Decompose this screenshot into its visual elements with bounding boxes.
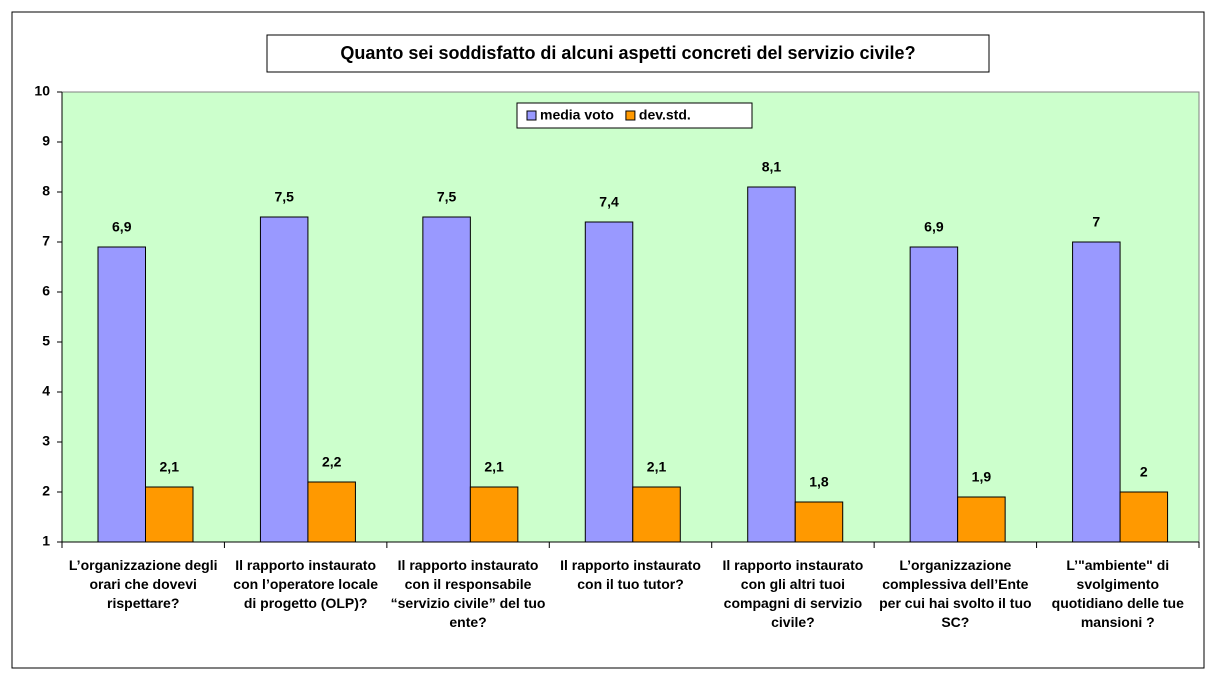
bar [632, 486, 681, 543]
x-tick-label: L’organizzazione complessiva dell’Ente p… [879, 557, 1032, 630]
legend-swatch [625, 110, 636, 121]
value-label: 6,9 [112, 219, 132, 235]
value-label: 6,9 [924, 219, 944, 235]
y-tick-label: 2 [42, 483, 50, 499]
bar [957, 496, 1006, 543]
value-label: 7,5 [437, 189, 457, 205]
title-box [266, 34, 990, 73]
value-label: 2,2 [322, 454, 342, 470]
value-label: 7,5 [274, 189, 294, 205]
legend-label: dev.std. [639, 107, 691, 123]
bar [259, 216, 309, 543]
bar [422, 216, 471, 543]
value-label: 1,9 [972, 469, 992, 485]
x-tick-label: L’organizzazione degli orari che dovevi … [68, 557, 218, 611]
x-tick-label: Il rapporto instaurato con il tuo tutor? [560, 557, 701, 592]
y-tick-label: 8 [42, 183, 50, 199]
bar [145, 486, 194, 543]
value-label: 2,1 [160, 459, 180, 475]
bar [307, 481, 356, 543]
bar [909, 246, 959, 543]
y-tick-label: 6 [42, 283, 50, 299]
bar [1119, 491, 1169, 543]
y-tick-label: 7 [42, 233, 50, 249]
legend-label: media voto [540, 107, 614, 123]
bar [97, 246, 146, 543]
value-label: 2,1 [484, 459, 504, 475]
value-label: 2 [1140, 464, 1148, 480]
y-tick-label: 5 [42, 333, 50, 349]
bar [1072, 241, 1121, 543]
legend-swatch [526, 110, 537, 121]
x-tick-label: L’"ambiente" di svolgimento quotidiano d… [1051, 557, 1184, 630]
y-tick-label: 4 [42, 383, 50, 399]
y-tick-label: 1 [42, 533, 50, 549]
y-tick-label: 3 [42, 433, 50, 449]
x-tick-label: Il rapporto instaurato con gli altri tuo… [722, 557, 864, 630]
y-tick-label: 9 [42, 133, 50, 149]
x-tick-label: Il rapporto instaurato con l’operatore l… [233, 557, 378, 611]
value-label: 7 [1092, 214, 1100, 230]
bar [794, 501, 844, 543]
y-tick-label: 10 [34, 83, 50, 99]
bar [469, 486, 519, 543]
value-label: 7,4 [599, 194, 619, 210]
value-label: 8,1 [762, 159, 782, 175]
value-label: 2,1 [647, 459, 667, 475]
value-label: 1,8 [809, 474, 829, 490]
chart-title: Quanto sei soddisfatto di alcuni aspetti… [340, 43, 915, 63]
bar [584, 221, 634, 543]
bar [747, 186, 796, 543]
x-tick-label: Il rapporto instaurato con il responsabi… [390, 557, 546, 630]
